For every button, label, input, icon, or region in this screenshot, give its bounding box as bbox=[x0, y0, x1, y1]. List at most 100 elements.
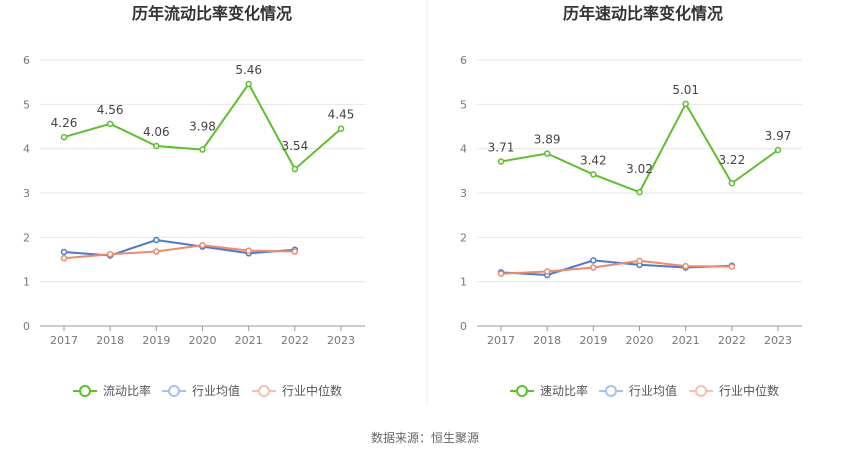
data-label: 5.01 bbox=[672, 83, 699, 97]
data-point-industry_median[interactable] bbox=[590, 264, 597, 271]
legend-label-quick-ratio: 速动比率 bbox=[540, 383, 588, 398]
series-line-main bbox=[500, 101, 779, 194]
y-tick-label: 4 bbox=[23, 143, 30, 156]
y-tick-label: 1 bbox=[23, 276, 30, 289]
x-tick-label: 2023 bbox=[764, 334, 792, 347]
data-point-main[interactable] bbox=[291, 165, 299, 173]
data-point-industry_avg[interactable] bbox=[590, 257, 597, 264]
data-point-industry_avg[interactable] bbox=[60, 248, 68, 256]
x-tick-label: 2020 bbox=[189, 334, 217, 347]
data-point-main[interactable] bbox=[337, 125, 345, 132]
data-label: 3.89 bbox=[534, 133, 561, 147]
legend-item-industry-avg[interactable]: 行业均值 bbox=[599, 383, 677, 398]
legend-marker bbox=[695, 385, 707, 397]
data-label: 3.98 bbox=[189, 120, 216, 134]
y-tick-label: 2 bbox=[23, 231, 30, 244]
y-tick-label: 5 bbox=[23, 98, 30, 111]
data-point-main[interactable] bbox=[153, 142, 160, 150]
data-point-industry_median[interactable] bbox=[728, 263, 736, 270]
data-point-main[interactable] bbox=[199, 146, 206, 153]
x-tick-label: 2021 bbox=[672, 334, 700, 347]
right-legend: 速动比率 行业均值 行业中位数 bbox=[510, 383, 779, 398]
left-chart-title: 历年流动比率变化情况 bbox=[132, 4, 292, 23]
y-tick-label: 3 bbox=[23, 187, 30, 200]
x-tick-label: 2022 bbox=[718, 334, 746, 347]
data-point-industry_median[interactable] bbox=[497, 270, 505, 277]
y-tick-label: 0 bbox=[460, 320, 467, 333]
y-tick-label: 6 bbox=[23, 54, 30, 67]
legend-item-industry-median[interactable]: 行业中位数 bbox=[689, 383, 779, 398]
data-point-industry_median[interactable] bbox=[543, 268, 551, 275]
y-tick-label: 6 bbox=[460, 54, 467, 67]
series-line-industry_median bbox=[63, 244, 295, 260]
x-tick-label: 2019 bbox=[142, 334, 170, 347]
y-tick-label: 0 bbox=[23, 320, 30, 333]
right-chart-title: 历年速动比率变化情况 bbox=[563, 4, 723, 23]
data-label: 4.26 bbox=[51, 116, 78, 130]
legend-item-industry-median[interactable]: 行业中位数 bbox=[252, 383, 342, 398]
data-point-industry_median[interactable] bbox=[106, 250, 114, 258]
data-point-main[interactable] bbox=[497, 158, 505, 165]
y-tick-label: 4 bbox=[460, 143, 467, 156]
data-label: 3.97 bbox=[765, 129, 792, 143]
data-label: 3.02 bbox=[626, 162, 653, 176]
data-label: 3.22 bbox=[718, 153, 745, 167]
legend-item-main[interactable]: 速动比率 bbox=[510, 383, 588, 398]
series-line-industry_median bbox=[500, 259, 732, 275]
y-tick-label: 5 bbox=[460, 98, 467, 111]
data-label: 3.71 bbox=[488, 141, 515, 155]
legend-label-industry-avg: 行业均值 bbox=[629, 383, 677, 398]
data-point-industry_median[interactable] bbox=[291, 248, 299, 255]
y-tick-label: 3 bbox=[460, 187, 467, 200]
legend-item-main[interactable]: 流动比率 bbox=[73, 383, 151, 398]
data-point-industry_median[interactable] bbox=[199, 242, 206, 249]
x-tick-label: 2018 bbox=[533, 334, 561, 347]
data-label: 4.56 bbox=[97, 103, 124, 117]
y-tick-label: 2 bbox=[460, 231, 467, 244]
data-point-main[interactable] bbox=[106, 120, 114, 128]
x-tick-label: 2022 bbox=[281, 334, 309, 347]
x-tick-label: 2019 bbox=[579, 334, 607, 347]
y-tick-label: 1 bbox=[460, 276, 467, 289]
data-point-main[interactable] bbox=[60, 133, 68, 141]
series-line-industry_avg bbox=[500, 259, 732, 277]
left-legend: 流动比率 行业均值 行业中位数 bbox=[73, 383, 342, 398]
data-point-industry_avg[interactable] bbox=[153, 236, 160, 244]
legend-label-industry-median: 行业中位数 bbox=[282, 383, 342, 398]
data-label: 3.42 bbox=[580, 153, 607, 167]
data-point-industry_median[interactable] bbox=[636, 257, 643, 265]
source-note: 数据来源：恒生聚源 bbox=[371, 430, 479, 445]
x-tick-label: 2017 bbox=[487, 334, 515, 347]
legend-marker bbox=[258, 385, 270, 397]
data-label: 3.54 bbox=[281, 139, 308, 153]
data-point-main[interactable] bbox=[682, 100, 689, 108]
legend-label-current-ratio: 流动比率 bbox=[103, 383, 151, 398]
data-point-main[interactable] bbox=[774, 146, 782, 154]
legend-label-industry-avg: 行业均值 bbox=[192, 383, 240, 398]
legend-marker bbox=[168, 385, 180, 397]
data-point-industry_median[interactable] bbox=[682, 262, 689, 270]
legend-marker bbox=[605, 385, 617, 397]
data-point-industry_median[interactable] bbox=[60, 254, 68, 262]
data-point-main[interactable] bbox=[245, 80, 252, 88]
data-label: 5.46 bbox=[235, 63, 262, 77]
legend-marker bbox=[79, 385, 91, 397]
x-tick-label: 2017 bbox=[50, 334, 78, 347]
legend-item-industry-avg[interactable]: 行业均值 bbox=[162, 383, 240, 398]
data-point-industry_median[interactable] bbox=[245, 247, 252, 254]
legend-marker bbox=[516, 385, 528, 397]
right-chart: 0 1 2 3 4 5 6 2017 2018 2019 2020 2021 2022 2023 3.71 3… bbox=[460, 54, 802, 347]
data-point-main[interactable] bbox=[543, 150, 551, 157]
data-point-main[interactable] bbox=[636, 188, 643, 196]
x-tick-label: 2020 bbox=[626, 334, 654, 347]
data-label: 4.45 bbox=[328, 108, 355, 122]
legend-label-industry-median: 行业中位数 bbox=[719, 383, 779, 398]
x-tick-label: 2018 bbox=[96, 334, 124, 347]
left-chart: 0 1 2 3 4 5 6 2017 2018 2019 2020 2021 2022 2023 4.26 4… bbox=[23, 54, 365, 347]
x-tick-label: 2021 bbox=[235, 334, 263, 347]
data-point-main[interactable] bbox=[728, 179, 736, 187]
data-point-industry_median[interactable] bbox=[153, 248, 160, 255]
data-point-main[interactable] bbox=[590, 171, 597, 178]
data-label: 4.06 bbox=[143, 125, 170, 139]
